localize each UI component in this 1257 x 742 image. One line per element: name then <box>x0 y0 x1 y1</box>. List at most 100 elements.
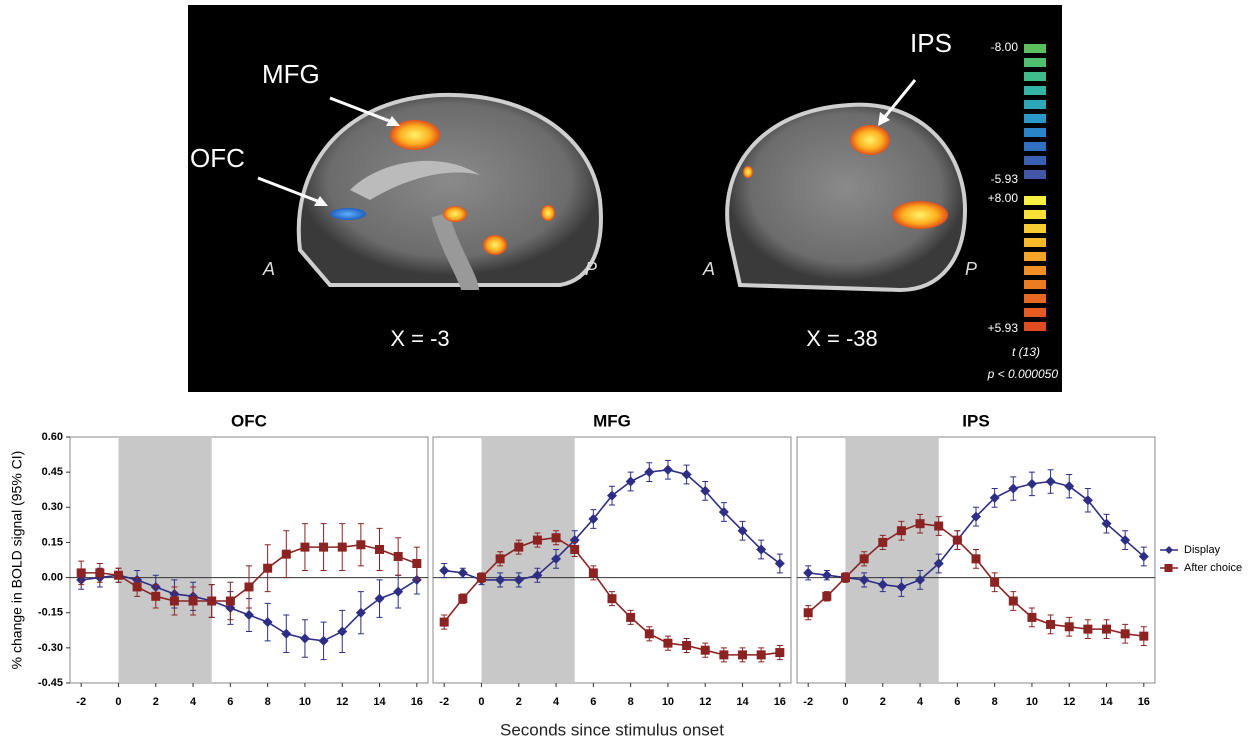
marker <box>514 543 523 552</box>
chart: IPS-20246810121416DisplayAfter choice <box>797 411 1242 707</box>
brain-panel: MFG OFC A P X = -3 IPS A P X = -38 -8.00… <box>188 5 1062 392</box>
x-tick-label: 16 <box>411 696 423 708</box>
x-tick-label: 12 <box>1063 696 1075 708</box>
legend-label: After choice <box>1184 562 1242 574</box>
colorbar-swatch <box>1024 44 1046 53</box>
region-label: OFC <box>190 143 245 173</box>
page: MFG OFC A P X = -3 IPS A P X = -38 -8.00… <box>0 0 1257 742</box>
x-tick-label: 6 <box>227 696 233 708</box>
marker <box>300 543 309 552</box>
colorbar-swatch <box>1024 280 1046 289</box>
colorbar-swatch <box>1024 114 1046 123</box>
marker <box>570 545 579 554</box>
activation <box>541 205 555 221</box>
x-tick-label: 0 <box>842 696 848 708</box>
marker <box>1009 597 1018 606</box>
x-tick-label: 14 <box>736 696 749 708</box>
marker <box>916 519 925 528</box>
x-tick-label: 14 <box>1100 696 1113 708</box>
x-tick-label: 0 <box>478 696 484 708</box>
marker <box>804 608 813 617</box>
colorbar-threshold: p < 0.000050 <box>987 367 1059 381</box>
x-tick-label: 12 <box>336 696 348 708</box>
legend-label: Display <box>1184 544 1221 556</box>
marker <box>77 568 86 577</box>
marker <box>533 536 542 545</box>
marker <box>356 540 365 549</box>
marker <box>682 641 691 650</box>
marker <box>934 522 943 531</box>
x-tick-label: 4 <box>190 696 197 708</box>
y-tick-label: 0.00 <box>42 571 63 583</box>
x-tick-label: 0 <box>115 696 121 708</box>
x-tick-label: 16 <box>1138 696 1150 708</box>
marker <box>1065 622 1074 631</box>
marker <box>319 543 328 552</box>
colorbar-swatch <box>1024 170 1046 179</box>
activation <box>330 208 366 220</box>
x-tick-label: 2 <box>880 696 886 708</box>
marker <box>1102 625 1111 634</box>
chart-title: IPS <box>962 411 989 430</box>
colorbar-label: -5.93 <box>991 172 1019 186</box>
marker <box>608 594 617 603</box>
slice-label: X = -38 <box>806 326 878 351</box>
y-tick-label: 0.30 <box>42 501 63 513</box>
orientation-label: A <box>702 259 715 279</box>
colorbar-swatch <box>1024 156 1046 165</box>
marker <box>189 597 198 606</box>
marker <box>757 650 766 659</box>
colorbar-swatch <box>1024 294 1046 303</box>
marker <box>822 592 831 601</box>
orientation-label: P <box>965 259 977 279</box>
legend-marker <box>1165 546 1173 554</box>
colorbar-swatch <box>1024 308 1046 317</box>
legend-marker <box>1165 564 1173 572</box>
marker <box>663 639 672 648</box>
colorbar-swatch <box>1024 72 1046 81</box>
colorbar-swatch <box>1024 252 1046 261</box>
marker <box>151 592 160 601</box>
colorbar-swatch <box>1024 266 1046 275</box>
marker <box>263 564 272 573</box>
marker <box>589 568 598 577</box>
marker <box>701 646 710 655</box>
marker <box>990 578 999 587</box>
region-label: MFG <box>262 59 320 89</box>
marker <box>440 618 449 627</box>
x-tick-label: 4 <box>917 696 924 708</box>
marker <box>282 550 291 559</box>
colorbar-label: +5.93 <box>988 321 1019 335</box>
y-tick-label: -0.30 <box>38 642 63 654</box>
colorbar-swatch <box>1024 196 1046 205</box>
x-tick-label: 16 <box>774 696 786 708</box>
y-axis-label: % change in BOLD signal (95% CI) <box>9 451 25 670</box>
marker <box>1046 620 1055 629</box>
y-tick-label: 0.15 <box>42 536 63 548</box>
marker <box>738 650 747 659</box>
activation <box>443 206 467 222</box>
orientation-label: A <box>262 259 275 279</box>
colorbar-swatch <box>1024 58 1046 67</box>
marker <box>170 597 179 606</box>
x-tick-label: 10 <box>662 696 674 708</box>
y-tick-label: -0.45 <box>38 677 63 689</box>
marker <box>133 582 142 591</box>
marker <box>95 568 104 577</box>
activation <box>850 125 890 155</box>
marker <box>412 559 421 568</box>
x-tick-label: 12 <box>699 696 711 708</box>
marker <box>719 650 728 659</box>
colorbar-label: -8.00 <box>991 40 1019 54</box>
colorbar-swatch <box>1024 322 1046 331</box>
marker <box>878 538 887 547</box>
marker <box>375 545 384 554</box>
marker <box>1139 632 1148 641</box>
x-tick-label: 14 <box>373 696 386 708</box>
x-tick-label: 10 <box>1026 696 1038 708</box>
x-axis-label: Seconds since stimulus onset <box>500 720 724 739</box>
marker <box>477 573 486 582</box>
colorbar-label: +8.00 <box>988 191 1019 205</box>
figure: MFG OFC A P X = -3 IPS A P X = -38 -8.00… <box>0 0 1257 742</box>
